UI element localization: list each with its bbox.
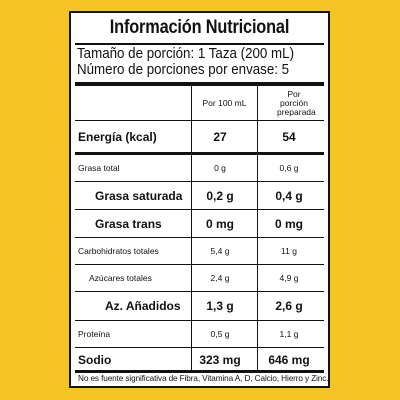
row-value-per-serving: 1,1 g [279, 329, 299, 339]
table-row: Grasa saturada 0,2 g 0,4 g [75, 182, 324, 209]
table-row: Energía (kcal) 27 54 [75, 121, 324, 152]
row-value-per-100: 1,3 g [206, 299, 234, 313]
row-label: Proteína [78, 329, 111, 339]
panel-title: Información Nutricional [109, 17, 290, 38]
footnote: No es fuente significativa de Fibra, Vit… [78, 374, 329, 383]
row-label: Sodio [78, 352, 112, 367]
row-value-per-serving: 0,6 g [279, 163, 299, 173]
row-value-per-serving: 646 mg [268, 352, 310, 367]
row-label: Energía (kcal) [78, 129, 157, 144]
servings-per-container: Número de porciones por envase: 5 [77, 62, 290, 78]
table-row: Carbohidratos totales 5,4 g 11 g [75, 238, 324, 264]
row-label: Grasa trans [95, 216, 162, 231]
table-row: Sodio 323 mg 646 mg [75, 348, 324, 371]
row-label: Az. Añadidos [105, 299, 181, 313]
row-value-per-100: 323 mg [199, 352, 241, 367]
row-divider [75, 181, 324, 182]
table-row: Az. Añadidos 1,3 g 2,6 g [75, 292, 324, 320]
row-divider [75, 237, 324, 238]
row-label: Grasa saturada [95, 188, 183, 203]
row-value-per-100: 0,5 g [210, 329, 230, 339]
row-label: Carbohidratos totales [78, 246, 159, 256]
row-divider [75, 320, 324, 321]
serving-divider [75, 82, 324, 86]
column-divider-2 [257, 86, 258, 372]
column-header-per-serving: Por porción preparada [277, 89, 316, 117]
nutrition-facts-panel: Información Nutricional Tamaño de porció… [69, 11, 330, 388]
table-row: Grasa total 0 g 0,6 g [75, 155, 324, 181]
row-label: Azúcares totales [89, 273, 152, 283]
row-value-per-100: 27 [213, 129, 227, 144]
row-value-per-serving: 11 g [281, 246, 297, 256]
table-row: Grasa trans 0 mg 0 mg [75, 210, 324, 237]
table-row: Proteína 0,5 g 1,1 g [75, 321, 324, 347]
row-value-per-serving: 0,4 g [275, 188, 303, 203]
row-value-per-serving: 54 [282, 129, 296, 144]
table-row: Azúcares totales 2,4 g 4,9 g [75, 265, 324, 291]
title-divider [75, 43, 324, 45]
sodium-divider [75, 370, 324, 373]
row-divider [75, 291, 324, 292]
row-value-per-100: 0 g [214, 163, 226, 173]
serving-size: Tamaño de porción: 1 Taza (200 mL) [77, 46, 295, 62]
row-divider [75, 120, 324, 121]
column-divider-1 [191, 86, 192, 372]
column-header-per-100: Por 100 mL [202, 98, 247, 108]
row-value-per-100: 5,4 g [210, 246, 230, 256]
row-value-per-100: 2,4 g [210, 273, 230, 283]
row-value-per-100: 0,2 g [206, 188, 234, 203]
row-value-per-serving: 2,6 g [275, 299, 303, 313]
row-divider [75, 209, 324, 210]
row-label: Grasa total [78, 163, 120, 173]
row-divider [75, 347, 324, 348]
row-value-per-serving: 4,9 g [279, 273, 299, 283]
row-divider [75, 264, 324, 265]
row-value-per-100: 0 mg [205, 216, 234, 231]
energy-divider [75, 152, 324, 155]
row-value-per-serving: 0 mg [274, 216, 303, 231]
